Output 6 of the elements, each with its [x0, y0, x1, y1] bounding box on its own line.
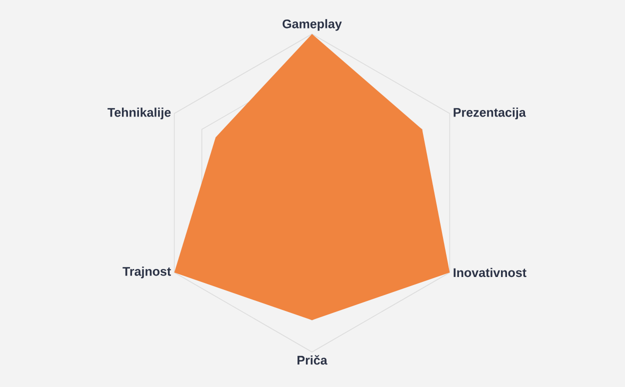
spoke-label: Tehnikalije	[108, 108, 171, 120]
spoke-label: Inovativnost	[454, 268, 526, 278]
spoke-label: Prezentacija	[454, 108, 526, 120]
spoke-label: Gameplay	[282, 19, 342, 31]
spoke-label: Trajnost	[122, 266, 171, 278]
spoke-label: Priča	[298, 355, 328, 365]
